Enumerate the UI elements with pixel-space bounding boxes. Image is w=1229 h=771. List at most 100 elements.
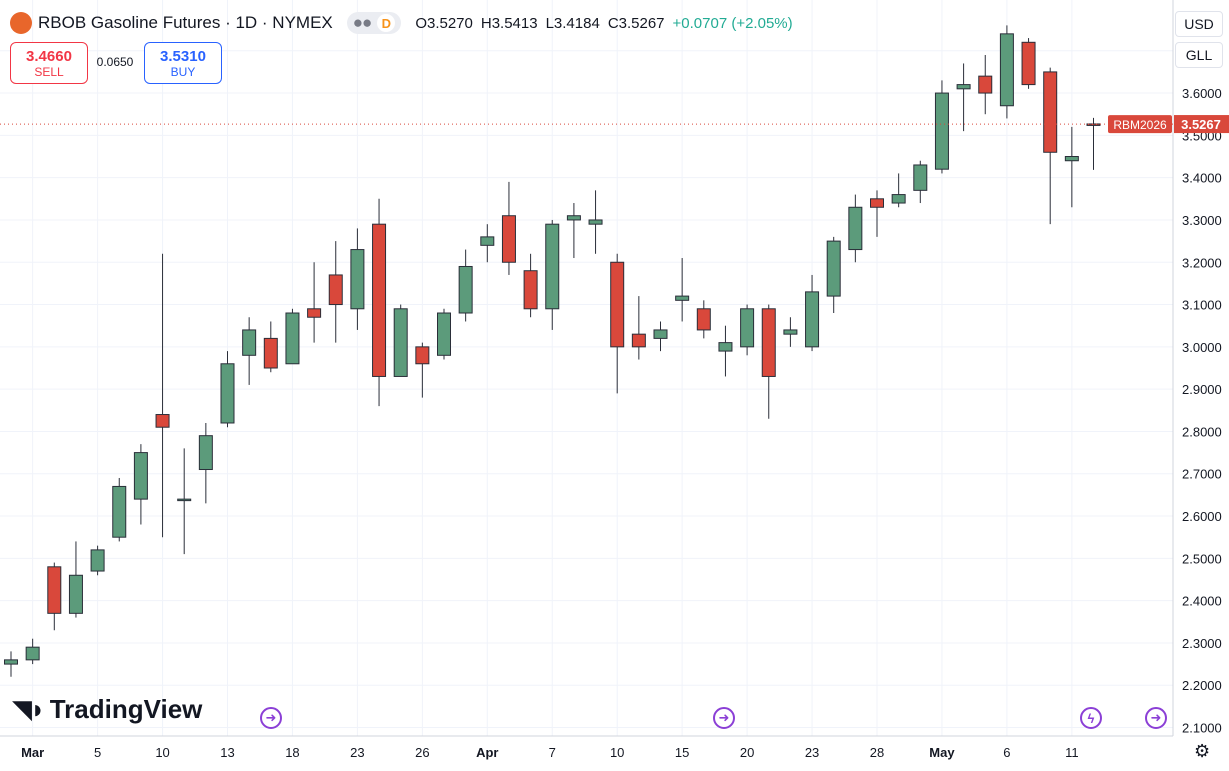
candle[interactable] [610, 253, 625, 394]
price-tick-label: 3.4000 [1182, 171, 1222, 186]
candle-body [501, 215, 516, 263]
delayed-data-badge[interactable]: D [377, 14, 396, 32]
event-lightning-icon[interactable]: ϟ [1080, 707, 1102, 729]
time-tick-label: 28 [870, 745, 884, 760]
candle[interactable] [177, 448, 192, 555]
candle-body [328, 274, 343, 306]
more-dots-icon[interactable]: ●● [352, 13, 373, 32]
candle[interactable] [523, 253, 538, 318]
last-price-tag [1174, 115, 1229, 134]
candle-body [956, 84, 971, 90]
open-value: O3.5270 [415, 14, 473, 32]
candle[interactable] [4, 651, 18, 677]
candle[interactable] [90, 545, 105, 576]
candle[interactable] [285, 308, 300, 365]
candle[interactable] [501, 181, 516, 275]
candle[interactable] [761, 304, 776, 419]
candle[interactable] [999, 25, 1014, 119]
logo-text: TradingView [49, 694, 203, 724]
candle[interactable] [307, 262, 322, 343]
candle[interactable] [133, 444, 148, 525]
candle-body [1043, 71, 1058, 153]
buy-button[interactable]: 3.5310 BUY [144, 42, 222, 84]
candle[interactable] [740, 304, 755, 356]
unit-selector[interactable]: GLL [1175, 42, 1223, 68]
time-tick-label: 11 [1065, 745, 1079, 760]
spread-value: 0.0650 [96, 55, 134, 69]
candle[interactable] [198, 422, 213, 504]
candle[interactable] [891, 173, 906, 208]
candle[interactable] [696, 300, 711, 339]
price-tick-label: 3.1000 [1182, 298, 1222, 313]
price-tick-label: 2.2000 [1182, 678, 1222, 693]
candle[interactable] [588, 190, 603, 254]
candle[interactable] [1021, 38, 1036, 89]
candle-body [133, 452, 148, 500]
candle[interactable] [415, 342, 430, 398]
time-tick-label: Mar [21, 745, 44, 760]
last-price-marker: RBM2026 3.5267 [0, 115, 1229, 134]
candle[interactable] [1043, 67, 1058, 225]
candle[interactable] [675, 258, 690, 322]
time-tick-label: 26 [415, 745, 429, 760]
candle-body [458, 265, 473, 314]
candle-body [913, 164, 928, 191]
candle[interactable] [328, 241, 343, 343]
sell-button[interactable]: 3.4660 SELL [10, 42, 88, 84]
candle[interactable] [805, 274, 820, 352]
time-axis: Mar 5 10 13 18 23 26 Apr 7 10 15 20 23 28 May 6 11 [21, 745, 1079, 760]
candle[interactable] [653, 321, 668, 352]
candle[interactable] [480, 224, 495, 263]
tradingview-logo[interactable]: ◥◗ TradingView [12, 694, 202, 725]
candle-body [112, 485, 127, 538]
candle-body [198, 435, 213, 471]
candle[interactable] [458, 249, 473, 322]
candle[interactable] [263, 321, 278, 373]
candle[interactable] [1064, 126, 1079, 208]
chart-settings-icon[interactable]: ⚙ [1194, 741, 1211, 761]
candle[interactable] [870, 190, 884, 237]
event-arrow-right-icon[interactable]: ➜ [713, 707, 735, 729]
last-price-text: 3.5267 [1181, 117, 1221, 132]
candle[interactable] [848, 194, 863, 263]
price-tick-label: 2.3000 [1182, 636, 1222, 651]
candle[interactable] [68, 541, 83, 618]
candle[interactable] [112, 477, 127, 542]
candle[interactable] [25, 638, 40, 665]
candle[interactable] [393, 304, 408, 377]
chart-title[interactable]: RBOB Gasoline Futures · 1D · NYMEX [38, 13, 333, 32]
price-tick-label: 2.9000 [1182, 382, 1222, 397]
currency-selector[interactable]: USD [1175, 11, 1223, 37]
candle[interactable] [826, 236, 841, 314]
price-tick-label: 3.0000 [1182, 340, 1222, 355]
candle[interactable] [934, 80, 949, 174]
candle[interactable] [783, 317, 798, 347]
candle-body [90, 549, 105, 572]
candle[interactable] [913, 160, 928, 204]
event-arrow-right-icon[interactable]: ➜ [1145, 707, 1167, 729]
candle[interactable] [350, 228, 365, 330]
candle-body [1064, 156, 1079, 162]
time-tick-label: 23 [805, 745, 819, 760]
candle[interactable] [372, 198, 387, 407]
candle[interactable] [220, 351, 235, 428]
price-tick-label: 2.7000 [1182, 467, 1222, 482]
candle[interactable] [545, 219, 560, 330]
candle-body [350, 249, 365, 310]
candle[interactable] [242, 317, 257, 385]
candle[interactable] [956, 63, 971, 132]
candle[interactable] [566, 203, 581, 259]
candle-body [761, 308, 776, 377]
candle-body [718, 342, 733, 352]
candle[interactable] [1086, 117, 1101, 170]
candle[interactable] [718, 325, 733, 377]
candle[interactable] [155, 253, 170, 538]
candle[interactable] [437, 308, 451, 360]
candle[interactable] [631, 296, 646, 360]
change-value: +0.0707 (+2.05%) [672, 14, 793, 32]
event-arrow-right-icon[interactable]: ➜ [260, 707, 282, 729]
indicator-pill[interactable]: ●● D [346, 12, 402, 34]
candle[interactable] [978, 54, 993, 115]
candle[interactable] [47, 562, 62, 631]
